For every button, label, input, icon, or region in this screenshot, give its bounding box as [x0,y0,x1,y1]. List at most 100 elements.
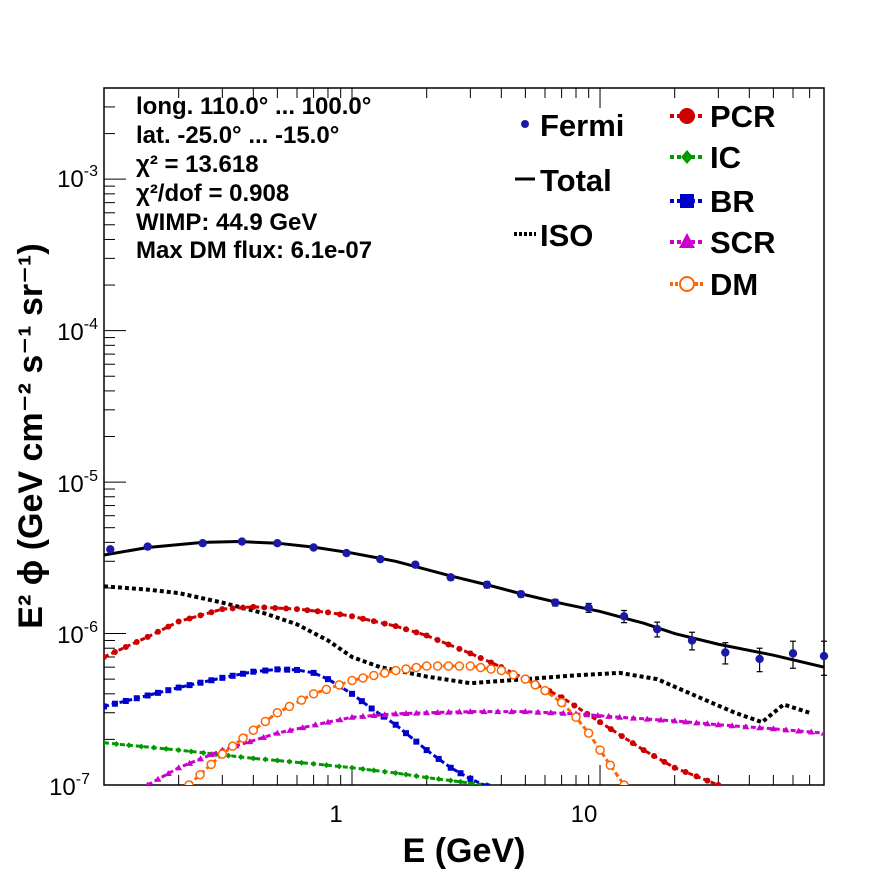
marker-dm [486,664,496,674]
marker-dm [432,661,443,671]
marker-br [392,721,399,728]
marker-pcr [704,777,711,784]
fermi-point [721,648,730,657]
marker-pcr [488,659,495,666]
marker-pcr [607,726,614,733]
marker-pcr [651,752,658,759]
marker-pcr [155,628,162,635]
marker-pcr [597,719,604,726]
marker-scr [336,716,344,723]
marker-ic [447,777,454,784]
fermi-point [143,542,152,551]
marker-ic [163,745,170,752]
fermi-point [411,560,420,569]
fermi-point [198,538,207,548]
marker-pcr [403,626,410,633]
marker-scr [186,759,194,766]
marker-dm [369,670,379,681]
series-line-iso [104,584,811,725]
legend-marker-fermi [521,120,529,128]
marker-pcr [467,650,474,657]
marker-ic [262,756,269,763]
annotation-max-dm-flux: Max DM flux: 6.1e-07 [136,237,372,264]
marker-scr [728,722,736,729]
marker-pcr [324,609,331,616]
marker-pcr [693,773,700,780]
marker-scr [693,719,701,726]
marker-dm [308,689,319,699]
marker-br [186,682,193,689]
legend-label-br: BR [710,184,755,219]
marker-pcr [314,608,321,615]
marker-br [219,674,226,681]
marker-dm [443,661,454,671]
series-line-br [104,667,488,785]
marker-dm [184,780,194,785]
marker-pcr [144,633,151,640]
marker-ic [336,763,343,770]
fermi-point [551,598,560,607]
marker-br [284,666,291,673]
marker-dm [465,661,476,671]
marker-scr [714,721,722,728]
fermi-points [106,537,829,676]
marker-br [457,770,464,777]
y-tick-label-1e-4: 10-4 [57,316,98,346]
marker-ic [125,742,132,749]
marker-scr [795,727,803,734]
legend-label-ic: IC [710,140,741,175]
marker-scr [445,708,453,715]
marker-scr [534,708,542,715]
marker-ic [104,739,107,746]
marker-dm [571,712,581,723]
marker-scr [643,715,651,722]
marker-scr [154,775,162,782]
marker-pcr [434,637,441,644]
marker-br [165,687,172,694]
legend-marker-pcr [679,108,695,124]
marker-scr [508,708,516,715]
fermi-point [788,649,798,658]
marker-scr [756,724,764,731]
marker-dm [238,733,248,743]
marker-pcr [571,702,578,709]
marker-pcr [456,645,463,652]
marker-br [133,695,140,702]
legend: Fermi Total ISO PCR IC BR SCR DM [514,99,775,302]
marker-br [413,738,420,745]
marker-br [104,703,107,710]
marker-pcr [197,612,204,619]
marker-ic [467,780,474,785]
marker-scr [246,738,254,745]
marker-br [310,669,317,676]
fermi-point [482,580,492,589]
marker-br [358,698,365,705]
marker-dm [390,665,401,676]
marker-pcr [423,632,430,639]
marker-dm [358,673,368,683]
marker-ic [370,767,377,774]
marker-scr [605,712,613,719]
marker-br [423,747,430,754]
marker-ic [237,753,244,760]
marker-scr [164,769,172,776]
marker-scr [286,726,294,733]
marker-br [447,764,454,771]
marker-ic [274,757,281,764]
marker-scr [311,721,319,728]
marker-dm [619,780,629,785]
marker-br [349,690,356,697]
marker-pcr [370,618,377,625]
marker-scr [196,755,204,762]
marker-dm [401,664,411,674]
annotation-longitude: long. 110.0° ... 100.0° [136,93,371,120]
annotation-chi2: χ² = 13.618 [136,151,259,178]
marker-br [293,666,300,673]
y-tick-label-1e-5: 10-5 [57,468,98,498]
marker-pcr [413,629,420,636]
series-line-scr [146,710,824,785]
marker-dm [321,684,332,695]
marker-br [403,730,410,737]
marker-ic [457,778,464,785]
marker-scr [494,708,502,715]
